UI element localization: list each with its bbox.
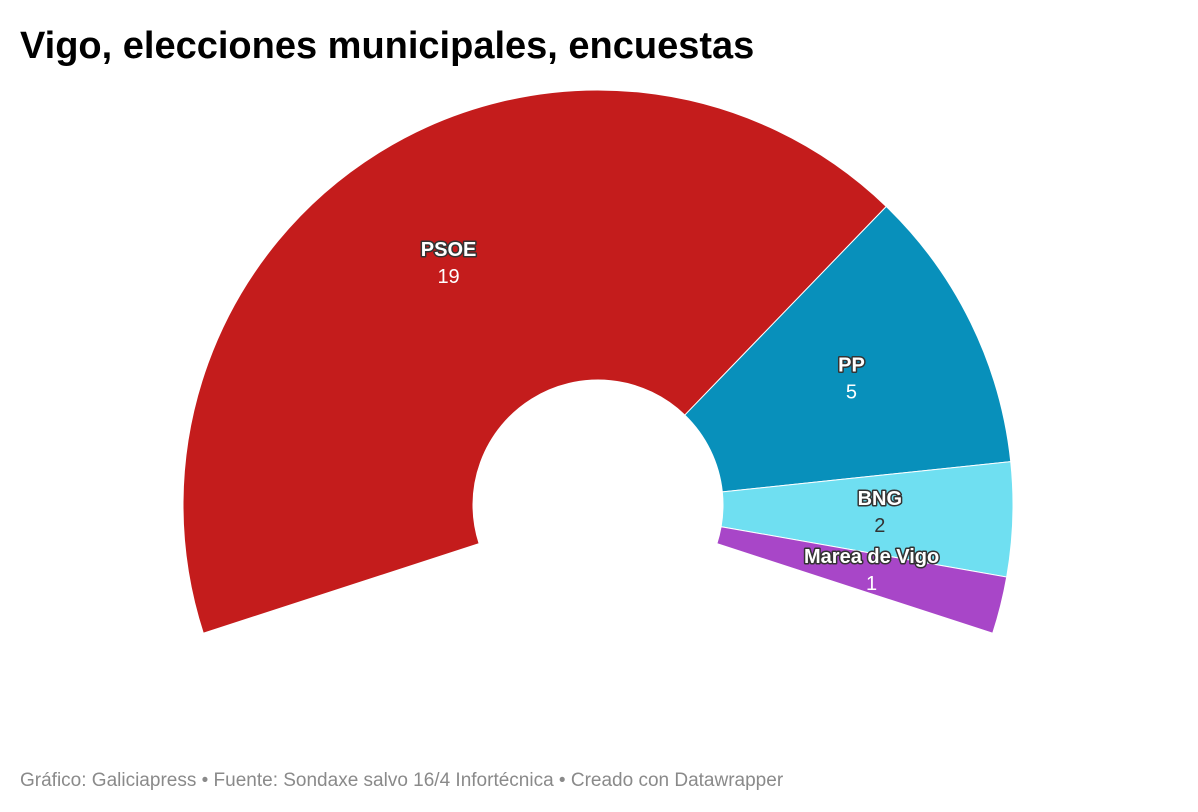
slice-value: 19: [437, 266, 459, 288]
slice-value: 2: [874, 515, 885, 537]
slice-value: 5: [846, 381, 857, 403]
source-note: Gráfico: Galiciapress • Fuente: Sondaxe …: [20, 770, 784, 791]
chart-title: Vigo, elecciones municipales, encuestas: [20, 25, 754, 67]
slice-label: PP: [838, 354, 865, 376]
slice-value: 1: [866, 573, 877, 595]
slice-label: PSOE: [421, 239, 477, 261]
slice-label: Marea de Vigo: [804, 546, 939, 568]
slice: [684, 205, 1012, 493]
slice: [716, 526, 1008, 634]
slice-label: BNG: [858, 488, 902, 510]
slice: [182, 89, 887, 634]
